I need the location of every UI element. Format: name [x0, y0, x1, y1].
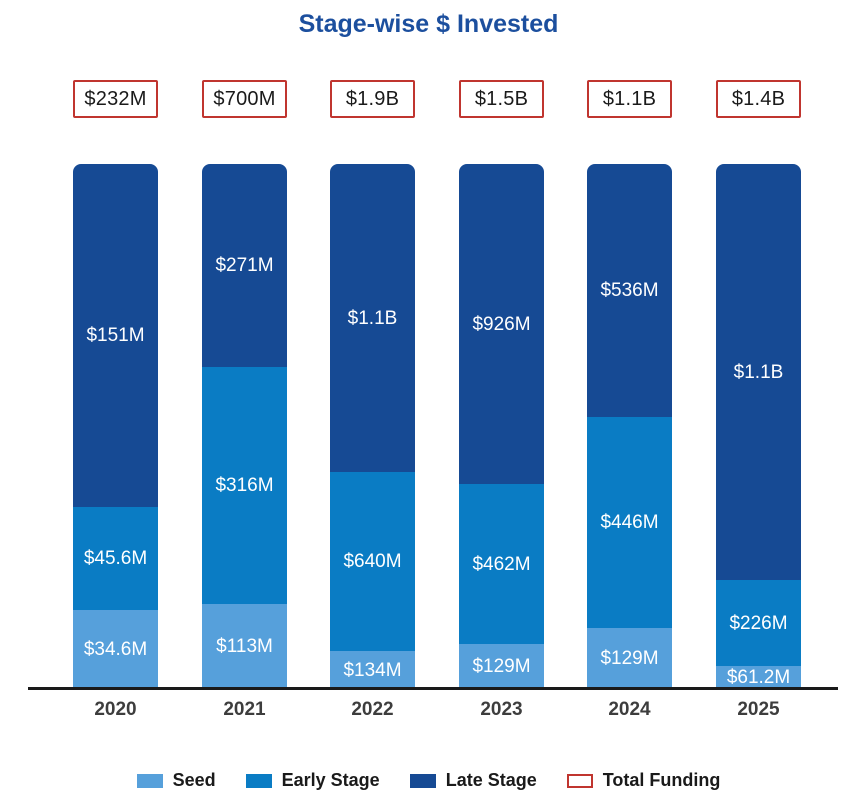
bar-segment-late-stage: $271M — [202, 164, 287, 368]
legend-item-late-stage: Late Stage — [409, 770, 537, 791]
bar-segment-late-stage: $536M — [587, 164, 672, 418]
stacked-bar: $1.1B $226M $61.2M — [716, 164, 801, 689]
bar-segment-early-stage: $45.6M — [73, 506, 158, 611]
bar-segment-late-stage: $151M — [73, 164, 158, 507]
total-funding-value: $700M — [213, 87, 276, 110]
bar-segment-seed: $134M — [330, 651, 415, 689]
legend-label: Late Stage — [445, 770, 537, 790]
bar-segment-seed: $129M — [587, 628, 672, 689]
bar-segment-late-stage: $1.1B — [716, 164, 801, 581]
stacked-bar: $536M $446M $129M — [587, 164, 672, 689]
legend-label: Seed — [172, 770, 216, 790]
legend-label: Early Stage — [281, 770, 380, 790]
x-axis-line — [28, 687, 838, 690]
legend-swatch-early-stage — [245, 773, 272, 788]
legend-swatch-late-stage — [409, 773, 436, 788]
segment-value-label: $113M — [216, 636, 273, 658]
segment-value-label: $129M — [600, 648, 659, 669]
segment-value-label: $1.1B — [733, 361, 784, 383]
year-label: 2020 — [94, 699, 137, 720]
total-funding-value: $1.1B — [602, 87, 657, 110]
bar-segment-early-stage: $316M — [202, 367, 287, 605]
stacked-bar: $926M $462M $129M — [459, 164, 544, 689]
year-label: 2024 — [608, 699, 651, 720]
bar-segment-early-stage: $462M — [459, 484, 544, 645]
total-funding-box: $1.9B — [330, 80, 415, 118]
bar-segment-seed: $61.2M — [716, 665, 801, 689]
legend-swatch-total-funding — [566, 773, 593, 788]
year-label: 2021 — [223, 699, 266, 720]
legend: Seed Early Stage Late Stage Total Funding — [0, 770, 857, 791]
segment-value-label: $151M — [86, 324, 145, 346]
segment-value-label: $536M — [600, 280, 659, 302]
segment-value-label: $1.1B — [347, 307, 398, 329]
segment-value-label: $446M — [600, 512, 659, 534]
legend-swatch-seed — [136, 773, 163, 788]
total-funding-value: $1.4B — [731, 87, 786, 110]
legend-label: Total Funding — [602, 770, 721, 790]
total-funding-box: $1.4B — [716, 80, 801, 118]
legend-item-seed: Seed — [136, 770, 216, 791]
stacked-bar: $151M $45.6M $34.6M — [73, 164, 158, 689]
segment-value-label: $134M — [343, 659, 402, 681]
total-funding-box: $1.5B — [459, 80, 544, 118]
bar-segment-early-stage: $446M — [587, 417, 672, 629]
bar-segment-seed: $113M — [202, 604, 287, 689]
total-funding-value: $232M — [84, 87, 147, 110]
bar-segment-seed: $129M — [459, 644, 544, 689]
bar-segment-late-stage: $926M — [459, 164, 544, 485]
segment-value-label: $271M — [215, 255, 274, 277]
stacked-bar: $271M $316M $113M — [202, 164, 287, 689]
bar-segment-early-stage: $226M — [716, 580, 801, 666]
bar-segment-late-stage: $1.1B — [330, 164, 415, 473]
segment-value-label: $462M — [472, 553, 531, 575]
segment-value-label: $129M — [472, 656, 531, 678]
segment-value-label: $640M — [343, 551, 402, 573]
chart-title: Stage-wise $ Invested — [298, 10, 559, 38]
total-funding-value: $1.9B — [345, 87, 400, 110]
segment-value-label: $926M — [472, 313, 531, 335]
year-label: 2023 — [480, 699, 523, 720]
legend-item-total-funding: Total Funding — [566, 770, 721, 791]
segment-value-label: $226M — [729, 612, 788, 634]
total-funding-box: $700M — [202, 80, 287, 118]
segment-value-label: $45.6M — [83, 548, 148, 570]
segment-value-label: $34.6M — [83, 639, 148, 661]
total-funding-box: $232M — [73, 80, 158, 118]
legend-item-early-stage: Early Stage — [245, 770, 380, 791]
total-funding-value: $1.5B — [474, 87, 529, 110]
year-label: 2025 — [737, 699, 780, 720]
segment-value-label: $61.2M — [726, 666, 791, 688]
segment-value-label: $316M — [215, 475, 274, 497]
bar-segment-seed: $34.6M — [73, 610, 158, 689]
stacked-bar: $1.1B $640M $134M — [330, 164, 415, 689]
bar-segment-early-stage: $640M — [330, 472, 415, 652]
total-funding-box: $1.1B — [587, 80, 672, 118]
year-label: 2022 — [351, 699, 394, 720]
